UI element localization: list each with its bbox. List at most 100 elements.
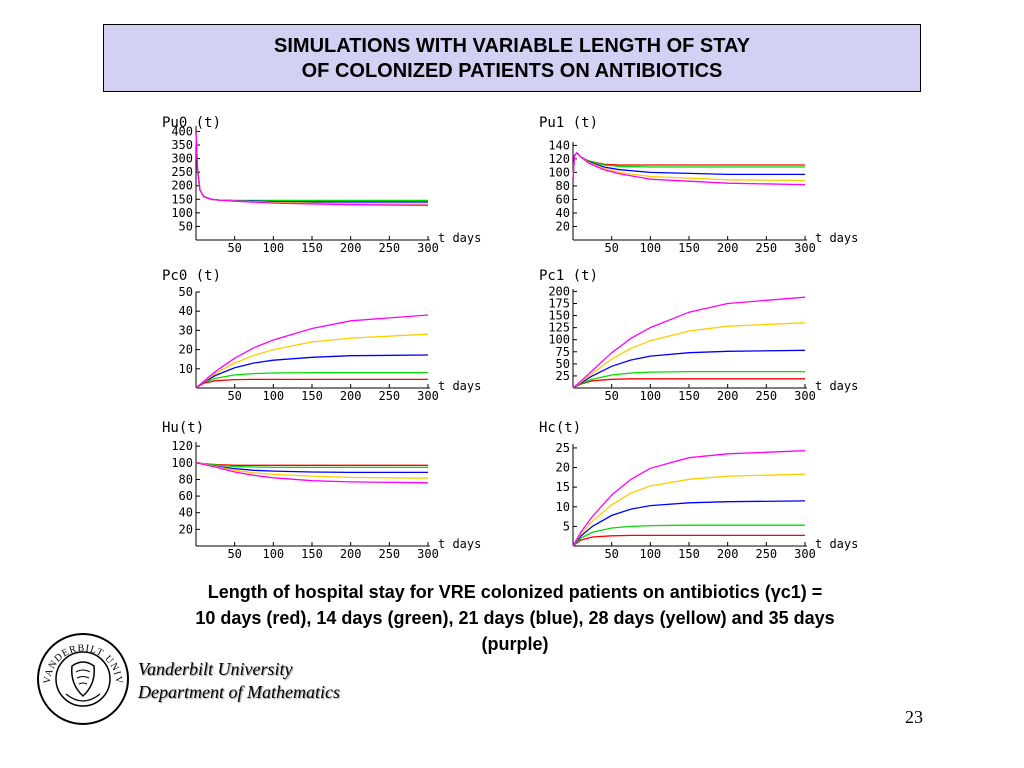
y-tick-label: 40: [179, 304, 193, 318]
y-tick-label: 30: [179, 323, 193, 337]
x-tick-label: 50: [227, 547, 241, 561]
y-axis-label: Hc(t): [539, 420, 581, 436]
y-tick-label: 400: [171, 124, 193, 138]
x-axis-label: t days: [438, 379, 481, 393]
chart-pc1: 50 100 150 200 250 300255075100125150175200Pc…: [539, 268, 858, 403]
x-tick-label: 100: [262, 547, 284, 561]
y-tick-label: 200: [548, 284, 570, 298]
series-line-yellow: [572, 473, 806, 547]
series-line-red: [195, 131, 428, 202]
series-line-purple: [572, 151, 806, 186]
series-line-green: [195, 371, 428, 389]
series-line-green: [572, 370, 805, 389]
y-tick-label: 40: [179, 506, 193, 520]
x-axis-label: t days: [815, 537, 858, 551]
chart-hc: 50 100 150 200 250 300 5 10 15 20 25 Hc(t) t days: [539, 420, 858, 561]
x-tick-label: 250: [755, 547, 777, 561]
y-tick-label: 20: [179, 522, 193, 536]
y-tick-label: 50: [179, 285, 193, 299]
y-tick-label: 20: [556, 219, 570, 233]
y-tick-label: 50: [179, 219, 193, 233]
caption-line1: Length of hospital stay for VRE colonize…: [207, 582, 823, 602]
y-tick-label: 200: [171, 179, 193, 193]
x-axis-label: t days: [815, 231, 858, 245]
x-tick-label: 250: [755, 389, 777, 403]
y-tick-label: 75: [556, 345, 570, 359]
x-tick-label: 50: [227, 389, 241, 403]
x-tick-label: 300: [794, 547, 816, 561]
x-tick-label: 100: [262, 241, 284, 255]
series-line-green: [572, 524, 805, 547]
y-tick-label: 250: [171, 165, 193, 179]
chart-pu0: 50 100 150 200 250 30050100150200250300350400…: [162, 115, 481, 255]
series-line-yellow: [195, 333, 429, 389]
x-tick-label: 50: [604, 389, 618, 403]
caption-line2: 10 days (red), 14 days (green), 21 days …: [195, 608, 835, 628]
x-axis-label: t days: [438, 231, 481, 245]
y-axis-label: Pu0 (t): [162, 115, 221, 131]
page-number: 23: [905, 707, 923, 727]
x-axis-label: t days: [438, 537, 481, 551]
series-line-blue: [572, 151, 805, 180]
y-tick-label: 20: [179, 343, 193, 357]
y-tick-label: 150: [171, 192, 193, 206]
title-banner: SIMULATIONS WITH VARIABLE LENGTH OF STAY…: [103, 24, 921, 92]
y-tick-label: 300: [171, 152, 193, 166]
x-tick-label: 100: [639, 241, 661, 255]
series-line-green: [195, 462, 428, 469]
x-tick-label: 150: [301, 547, 323, 561]
x-tick-label: 250: [755, 241, 777, 255]
x-tick-label: 300: [794, 241, 816, 255]
x-tick-label: 200: [340, 547, 362, 561]
y-tick-label: 10: [556, 500, 570, 514]
x-tick-label: 250: [378, 241, 400, 255]
university-name: Vanderbilt University: [138, 659, 293, 679]
department-name: Department of Mathematics: [138, 682, 340, 702]
y-tick-label: 40: [556, 206, 570, 220]
x-tick-label: 300: [794, 389, 816, 403]
series-line-purple: [195, 314, 429, 389]
x-tick-label: 200: [717, 241, 739, 255]
y-axis-label: Pu1 (t): [539, 115, 598, 131]
chart-hu: 50 100 150 200 250 300 20 40 60 80 100 120 Hu(t) t da…: [162, 420, 481, 561]
slide-title-line2: OF COLONIZED PATIENTS ON ANTIBIOTICS: [301, 60, 723, 82]
y-tick-label: 120: [171, 439, 193, 453]
x-tick-label: 150: [301, 241, 323, 255]
y-tick-label: 150: [548, 309, 570, 323]
y-tick-label: 25: [556, 369, 570, 383]
series-line-purple: [572, 450, 806, 547]
series-line-red: [195, 378, 428, 389]
y-tick-label: 60: [179, 489, 193, 503]
y-tick-label: 100: [548, 165, 570, 179]
series-line-blue: [572, 500, 806, 547]
series-line-blue: [195, 131, 428, 203]
x-tick-label: 300: [417, 241, 439, 255]
series-line-red: [572, 534, 805, 547]
y-tick-label: 175: [548, 296, 570, 310]
x-tick-label: 50: [604, 241, 618, 255]
x-tick-label: 200: [340, 389, 362, 403]
x-axis-label: t days: [815, 379, 858, 393]
vanderbilt-seal-logo: VANDERBILT UNIVERSITY: [36, 632, 129, 725]
series-line-green: [572, 151, 805, 180]
x-tick-label: 150: [678, 547, 700, 561]
y-tick-label: 60: [556, 192, 570, 206]
series-line-green: [195, 131, 428, 202]
university-signature: Vanderbilt University Department of Math…: [138, 658, 340, 704]
y-tick-label: 15: [556, 480, 570, 494]
caption-line3: (purple): [481, 634, 549, 654]
y-tick-label: 120: [548, 152, 570, 166]
y-tick-label: 50: [556, 357, 570, 371]
y-tick-label: 140: [548, 138, 570, 152]
x-tick-label: 150: [678, 389, 700, 403]
series-line-red: [572, 378, 805, 389]
series-line-purple: [195, 131, 429, 206]
x-tick-label: 200: [340, 241, 362, 255]
x-tick-label: 100: [639, 547, 661, 561]
y-tick-label: 100: [171, 206, 193, 220]
x-tick-label: 200: [717, 547, 739, 561]
y-tick-label: 350: [171, 138, 193, 152]
series-line-blue: [195, 354, 429, 389]
series-line-blue: [572, 349, 806, 389]
